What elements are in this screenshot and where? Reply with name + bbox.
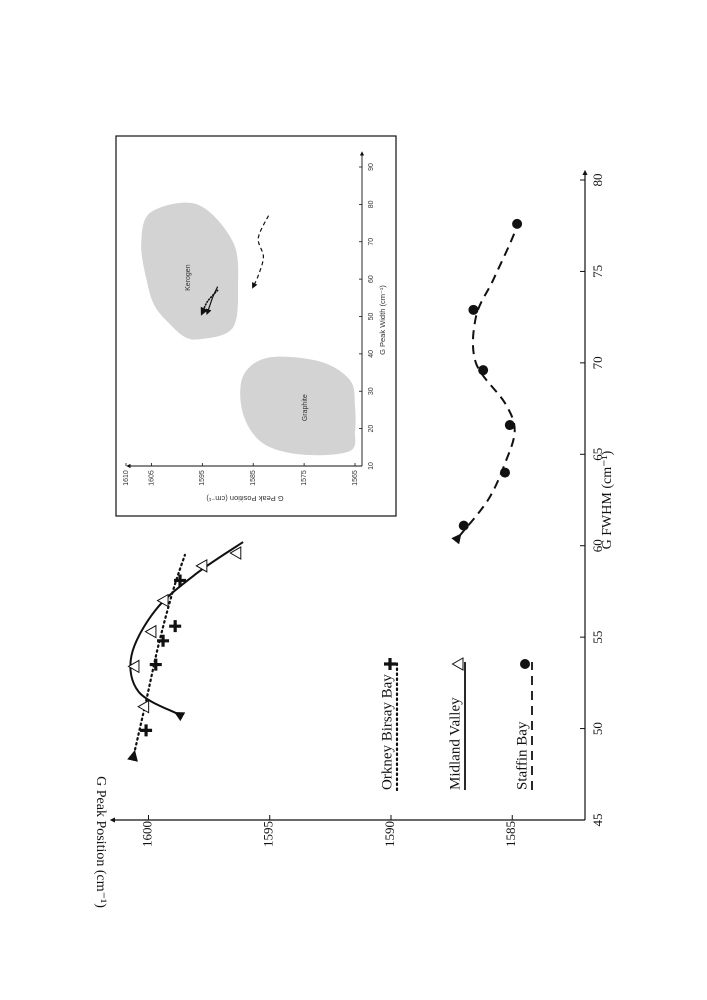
legend-marker-1 (451, 657, 464, 671)
main-x-axis-label: G FWHM (cm⁻¹) (600, 450, 615, 549)
main-x-tick-label: 60 (590, 539, 605, 552)
inset-chart-axes: 10 20 30 40 50 60 70 80 90 1565 1575 1585 1595 1605 16… (123, 151, 375, 486)
main-y-tick-label: 1595 (261, 821, 276, 847)
series-point-0 (174, 574, 187, 587)
inset-x-tick-label: 20 (368, 425, 375, 433)
series-trend-line-0 (127, 553, 186, 762)
series-point-2 (512, 218, 523, 229)
inset-region-graphite (240, 356, 356, 456)
main-x-tick-label: 80 (590, 174, 605, 187)
main-y-tick-label: 1585 (503, 821, 518, 847)
main-y-tick-label: 1590 (382, 821, 397, 847)
main-x-tick-label: 50 (590, 722, 605, 735)
series-point-0 (169, 620, 182, 633)
inset-x-tick-label: 40 (368, 350, 375, 358)
inset-trend-arrow-dashed (252, 215, 270, 289)
inset-y-tick-label: 1565 (352, 470, 359, 486)
main-x-tick-label: 55 (590, 631, 605, 644)
series-point-1 (195, 558, 208, 573)
inset-chart-frame (115, 135, 397, 517)
main-chart-plot-area (127, 218, 523, 762)
series-trend-line-1 (129, 541, 244, 722)
inset-trend-arrow-solid (205, 286, 219, 316)
legend-label-2: Staffin Bay (514, 721, 530, 790)
inset-chart-plot-area: Graphite Kerogen (141, 202, 356, 456)
series-point-1 (137, 699, 150, 714)
legend-marker-0 (384, 658, 396, 670)
main-y-axis-label: G Peak Position (cm⁻¹) (93, 776, 108, 908)
inset-y-tick-label: 1610 (123, 470, 130, 486)
inset-region-kerogen (141, 202, 239, 340)
inset-region-label: Kerogen (185, 264, 192, 291)
series-point-0 (149, 658, 162, 671)
series-point-1 (127, 659, 140, 674)
inset-x-tick-label: 80 (368, 200, 375, 208)
inset-x-tick-label: 70 (368, 238, 375, 246)
inset-x-tick-label: 30 (368, 387, 375, 395)
series-point-2 (478, 365, 489, 376)
series-point-2 (468, 304, 479, 315)
series-trend-line-2 (451, 219, 521, 545)
inset-y-tick-label: 1585 (250, 470, 257, 486)
series-point-1 (144, 624, 157, 639)
main-x-tick-label: 45 (590, 814, 605, 827)
inset-y-axis-label: G Peak Position (cm⁻¹) (206, 494, 284, 503)
series-point-1 (229, 546, 242, 560)
legend: Orkney Birsay Bay Midland Valley Staffin B… (379, 657, 533, 792)
inset-x-tick-label: 90 (368, 163, 375, 171)
main-x-tick-label: 65 (590, 448, 605, 461)
inset-y-tick-label: 1575 (301, 470, 308, 486)
series-point-0 (140, 724, 153, 737)
inset-region-label: Graphite (302, 394, 309, 421)
main-y-tick-label: 1600 (139, 821, 154, 847)
series-point-1 (156, 593, 169, 608)
series-point-2 (458, 520, 469, 531)
series-point-0 (157, 634, 170, 647)
inset-y-tick-label: 1595 (199, 470, 206, 486)
series-point-2 (504, 420, 515, 431)
inset-x-tick-label: 50 (368, 313, 375, 321)
legend-marker-2 (520, 659, 530, 669)
inset-x-tick-label: 60 (368, 275, 375, 283)
inset-x-axis-label: G Peak Width (cm⁻¹) (378, 285, 387, 355)
legend-label-0: Orkney Birsay Bay (379, 674, 395, 790)
inset-y-tick-label: 1605 (148, 470, 155, 486)
main-chart-axes: 45 50 55 60 65 70 75 80 1585 1590 1595 1600 (109, 169, 605, 847)
main-x-tick-label: 75 (590, 265, 605, 278)
legend-label-1: Midland Valley (447, 697, 463, 790)
inset-x-tick-label: 10 (368, 462, 375, 470)
main-x-tick-label: 70 (590, 356, 605, 369)
inset-trend-arrow-dotted (200, 289, 219, 316)
series-point-2 (499, 467, 510, 478)
